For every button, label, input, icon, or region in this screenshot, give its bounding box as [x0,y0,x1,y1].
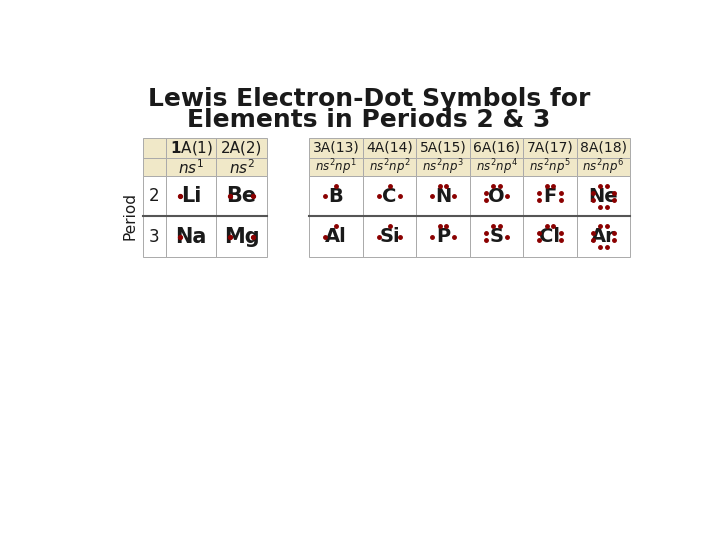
Bar [166,158,216,177]
Text: B: B [329,187,343,206]
Text: $\mathit{ns}^2\mathit{np}^1$: $\mathit{ns}^2\mathit{np}^1$ [315,158,357,177]
Bar [143,138,166,158]
Bar [577,138,630,158]
Bar [523,177,577,217]
Text: Al: Al [325,227,347,246]
Text: Cl: Cl [539,227,560,246]
Text: Lewis Electron-Dot Symbols for: Lewis Electron-Dot Symbols for [148,87,590,111]
Text: F: F [544,187,557,206]
Bar [310,217,363,256]
Text: $\mathit{ns}^2\mathit{np}^5$: $\mathit{ns}^2\mathit{np}^5$ [529,158,571,177]
Bar [469,158,523,177]
Bar [577,177,630,217]
Text: C: C [382,187,397,206]
Text: Mg: Mg [224,226,259,246]
Bar [166,217,216,256]
Bar [469,217,523,256]
Bar [523,158,577,177]
Text: Si: Si [379,227,400,246]
Bar [416,138,469,158]
Text: O: O [488,187,505,206]
Text: 8A(18): 8A(18) [580,141,627,155]
Bar [577,217,630,256]
Bar [469,177,523,217]
Bar [310,158,363,177]
Text: N: N [435,187,451,206]
Bar [216,158,266,177]
Bar [363,158,416,177]
Text: 2: 2 [149,187,160,206]
Bar [523,138,577,158]
Text: $\mathit{ns}^1$: $\mathit{ns}^1$ [178,158,204,177]
Text: Ar: Ar [591,227,616,246]
Bar [216,138,266,158]
Text: Period: Period [123,192,138,240]
Bar [310,138,363,158]
Bar [310,177,363,217]
Bar [523,217,577,256]
Bar [416,177,469,217]
Text: $\mathit{ns}^2\mathit{np}^6$: $\mathit{ns}^2\mathit{np}^6$ [582,158,624,177]
Text: 2A(2): 2A(2) [221,140,262,156]
Text: Ne: Ne [589,187,618,206]
Bar [416,158,469,177]
Text: Be: Be [227,186,256,206]
Text: 7A(17): 7A(17) [526,141,573,155]
Bar [469,138,523,158]
Text: 6A(16): 6A(16) [473,141,520,155]
Bar [363,217,416,256]
Text: 3A(13): 3A(13) [312,141,359,155]
Text: S: S [490,227,503,246]
Text: 4A(14): 4A(14) [366,141,413,155]
Text: $\mathit{ns}^2\mathit{np}^3$: $\mathit{ns}^2\mathit{np}^3$ [422,158,464,177]
Bar [216,177,266,217]
Bar [143,158,166,177]
Bar [363,138,416,158]
Text: Elements in Periods 2 & 3: Elements in Periods 2 & 3 [187,108,551,132]
Bar [166,177,216,217]
Text: P: P [436,227,450,246]
Text: Li: Li [181,186,202,206]
Text: 3: 3 [149,227,160,246]
Text: $\mathit{ns}^2\mathit{np}^4$: $\mathit{ns}^2\mathit{np}^4$ [475,158,518,177]
Bar [216,217,266,256]
Text: 5A(15): 5A(15) [420,141,467,155]
Bar [143,177,166,217]
Text: $\mathit{ns}^2\mathit{np}^2$: $\mathit{ns}^2\mathit{np}^2$ [369,158,410,177]
Text: $\bf{1}$A(1): $\bf{1}$A(1) [169,139,213,157]
Text: Na: Na [176,226,207,246]
Bar [143,217,166,256]
Bar [363,177,416,217]
Bar [166,138,216,158]
Bar [577,158,630,177]
Text: $\mathit{ns}^2$: $\mathit{ns}^2$ [228,158,255,177]
Bar [416,217,469,256]
